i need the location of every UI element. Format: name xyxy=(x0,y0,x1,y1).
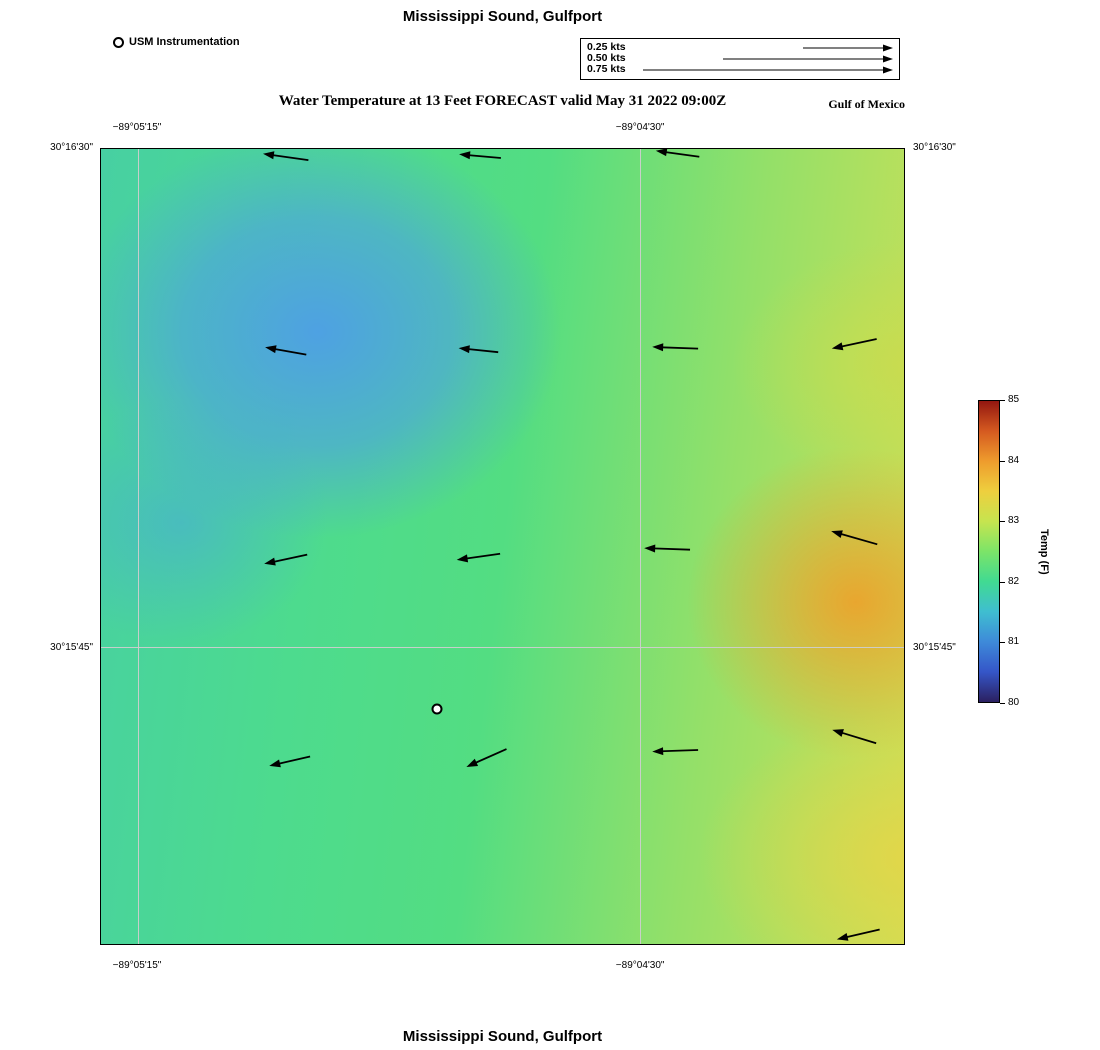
current-vector xyxy=(661,749,699,753)
current-vector xyxy=(272,553,308,563)
map-plot xyxy=(100,148,905,945)
y-axis-tick-label: 30°15'45" xyxy=(50,641,93,653)
colorbar-tick-label: 81 xyxy=(1008,636,1020,648)
current-vector xyxy=(840,731,877,745)
figure-title-top: Mississippi Sound, Gulfport xyxy=(402,8,603,25)
velocity-scale-label: 0.75 kts xyxy=(587,63,626,75)
colorbar-tick-label: 80 xyxy=(1008,697,1020,708)
current-vector-head xyxy=(831,530,843,539)
velocity-scale-legend: 0.25 kts 0.50 kts 0.75 kts xyxy=(580,38,900,80)
current-vector xyxy=(468,154,501,159)
current-vector xyxy=(661,346,699,350)
current-vector-head xyxy=(832,729,844,737)
colorbar-tick-label: 85 xyxy=(1008,394,1020,405)
current-vector xyxy=(467,348,499,354)
current-vector xyxy=(271,154,309,162)
region-label: Gulf of Mexico xyxy=(828,97,905,111)
velocity-scale-label: 0.25 kts xyxy=(587,41,626,53)
current-vector-head xyxy=(458,345,470,354)
current-vector xyxy=(653,547,691,551)
current-vector-head xyxy=(265,345,277,354)
current-vector xyxy=(845,928,880,939)
current-vector-head xyxy=(652,747,664,756)
colorbar-tick xyxy=(1000,703,1005,704)
colorbar-tick-label: 82 xyxy=(1008,575,1020,587)
colorbar-tick-label: 84 xyxy=(1008,454,1020,466)
map-gridline xyxy=(639,149,641,944)
figure-title-bottom: Mississippi Sound, Gulfport xyxy=(402,1028,603,1045)
colorbar-title: Temp (F) xyxy=(1038,529,1050,575)
colorbar-tick-label: 83 xyxy=(1008,515,1020,527)
station-circle-icon xyxy=(113,36,124,48)
current-vector xyxy=(465,552,501,560)
velocity-scale-arrowhead xyxy=(883,66,893,74)
current-vector-head xyxy=(831,342,844,351)
map-gridline xyxy=(101,647,904,649)
current-vector-head xyxy=(644,544,656,553)
colorbar-tick xyxy=(1000,581,1005,583)
current-vector-layer xyxy=(263,149,880,941)
y-axis-tick-label: 30°16'30" xyxy=(913,142,956,153)
y-axis-tick-label: 30°15'45" xyxy=(913,641,956,653)
current-vector xyxy=(840,338,877,348)
usm-station-marker xyxy=(431,703,443,715)
velocity-scale-arrowhead xyxy=(883,44,893,52)
instrumentation-label: USM Instrumentation xyxy=(129,36,240,48)
current-vector-head xyxy=(459,151,471,160)
current-vector xyxy=(474,748,507,765)
x-axis-tick-label: −89°05'15" xyxy=(112,122,162,133)
current-vector-head xyxy=(655,149,668,157)
velocity-scale-arrowhead xyxy=(883,55,893,63)
x-axis-tick-label: −89°05'15" xyxy=(112,960,162,971)
velocity-scale-arrows-layer xyxy=(643,44,893,74)
current-vector-head xyxy=(263,151,275,160)
current-vector xyxy=(839,532,878,546)
colorbar-tick xyxy=(1000,460,1005,462)
instrumentation-legend: USM Instrumentation xyxy=(113,36,240,48)
current-vector xyxy=(273,348,307,356)
colorbar-tick xyxy=(1000,400,1005,401)
current-vector-head xyxy=(264,557,276,566)
x-axis-tick-label: −89°04'30" xyxy=(615,960,665,971)
colorbar-tick xyxy=(1000,521,1005,523)
velocity-scale-label: 0.50 kts xyxy=(587,52,626,64)
colorbar-tick xyxy=(1000,642,1005,644)
map-gridline xyxy=(137,149,139,944)
temperature-field xyxy=(101,149,904,944)
current-vector-head xyxy=(456,554,469,563)
current-vector-head xyxy=(836,933,849,941)
figure-subtitle: Water Temperature at 13 Feet FORECAST va… xyxy=(278,93,727,109)
x-axis-tick-label: −89°04'30" xyxy=(615,122,665,133)
current-vector xyxy=(664,151,700,158)
current-vector-head xyxy=(466,758,479,767)
current-vector-head xyxy=(269,759,281,768)
colorbar xyxy=(978,400,1000,703)
current-vector xyxy=(277,755,311,765)
y-axis-tick-label: 30°16'30" xyxy=(50,142,93,153)
current-vector-head xyxy=(652,343,664,352)
